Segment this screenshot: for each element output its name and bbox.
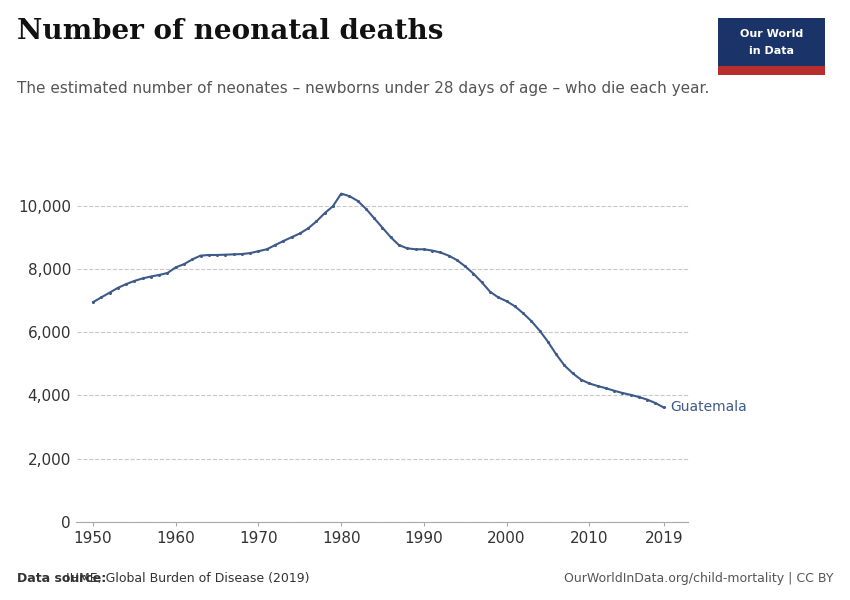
Text: Guatemala: Guatemala xyxy=(671,400,747,415)
FancyBboxPatch shape xyxy=(718,67,824,75)
FancyBboxPatch shape xyxy=(718,18,824,75)
Text: in Data: in Data xyxy=(749,46,794,56)
Text: The estimated number of neonates – newborns under 28 days of age – who die each : The estimated number of neonates – newbo… xyxy=(17,81,710,96)
Text: Our World: Our World xyxy=(740,29,803,39)
Text: OurWorldInData.org/child-mortality | CC BY: OurWorldInData.org/child-mortality | CC … xyxy=(564,572,833,585)
Text: Number of neonatal deaths: Number of neonatal deaths xyxy=(17,18,444,45)
Text: Data source:: Data source: xyxy=(17,572,106,585)
Text: IHME, Global Burden of Disease (2019): IHME, Global Burden of Disease (2019) xyxy=(62,572,309,585)
